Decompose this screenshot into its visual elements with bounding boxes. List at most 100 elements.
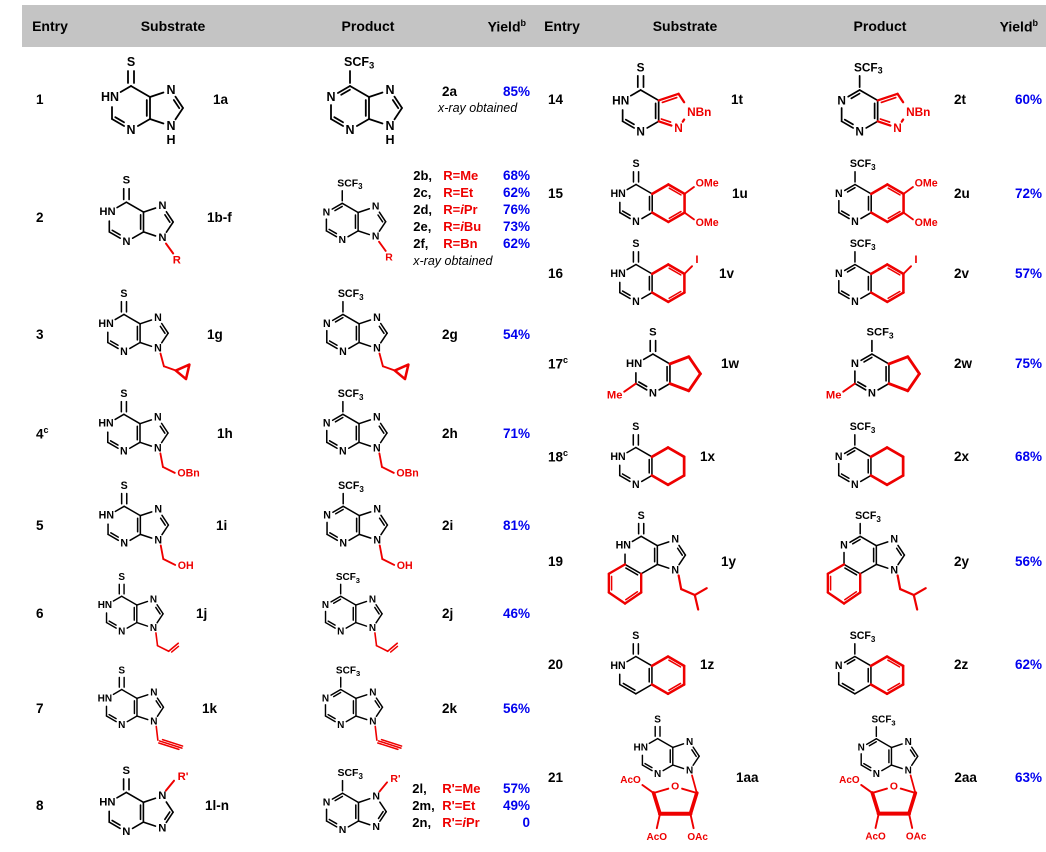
product-cell: SCF3 N N N N OH 2i 81%	[303, 474, 534, 576]
svg-text:N: N	[372, 821, 380, 833]
table-row: 6 S HN N N N 1j SCF3 N N N N 2j 46%	[22, 566, 534, 658]
product-cell: SCF3 N N Me 2w 75%	[815, 320, 1046, 406]
substituent-label: R=Bn	[443, 235, 478, 251]
svg-text:N: N	[858, 742, 865, 753]
product-structure: SCF3 N N	[835, 421, 905, 491]
substrate-cell: S HN N N N 1k	[78, 659, 303, 757]
yield-line: 2y 56%	[950, 554, 1042, 569]
yield-block: 2k 56%	[438, 701, 530, 716]
svg-text:N: N	[632, 216, 640, 228]
substrate-structure: S HN N I	[610, 238, 698, 308]
header-yield: Yieldb	[487, 17, 526, 35]
svg-text:N: N	[323, 510, 331, 522]
svg-text:N: N	[337, 719, 344, 730]
substrate-label: 1a	[213, 92, 229, 107]
substrate-structure: S HN N N N OH	[99, 480, 194, 572]
substrate-structure: S HN N N N OBn	[98, 388, 199, 480]
svg-text:H: H	[385, 133, 394, 147]
svg-text:OMe: OMe	[915, 178, 938, 190]
svg-text:OH: OH	[397, 560, 413, 572]
yield-value: 71%	[502, 425, 530, 441]
substituent-label: R'=Et	[442, 797, 476, 813]
product-code: 2l,	[412, 780, 427, 796]
substrate-cell: S HN N N N OBn 1h	[78, 382, 303, 484]
svg-text:R': R'	[178, 771, 189, 783]
svg-text:N: N	[120, 346, 128, 358]
yield-line: 2t 60%	[950, 92, 1042, 107]
svg-text:S: S	[632, 158, 639, 170]
svg-text:S: S	[120, 288, 127, 300]
svg-text:N: N	[372, 231, 380, 242]
svg-text:HN: HN	[98, 418, 113, 430]
xray-note: x-ray obtained	[438, 101, 518, 115]
substrate-cell: S HN N I 1v	[590, 232, 815, 314]
substituent-label: R'=iPr	[442, 814, 480, 830]
substrate-label: 1h	[217, 425, 233, 441]
product-label: 2h	[442, 425, 458, 441]
svg-text:Me: Me	[826, 389, 842, 401]
svg-text:N: N	[150, 716, 157, 727]
substrate-label: 1z	[700, 657, 715, 672]
substrate-cell: S HN N N N OH 1i	[78, 474, 303, 576]
product-cell: SCF3 N N 2x 68%	[815, 415, 1046, 497]
substrate-structure: S HN	[610, 630, 686, 695]
product-label: 2t	[954, 92, 967, 107]
svg-text:N: N	[632, 479, 640, 491]
substrate-structure: S HN N NBn N	[612, 60, 711, 138]
product-cell: SCF3 N N N N R' 2l, R'=Me 57% 2m, R'=Et 49% 2n, R'=iP…	[303, 758, 534, 852]
table-row: 20 S HN 1z SCF3 N 2z 62%	[534, 622, 1046, 707]
yield-line: 2d, R=iPr 76%	[413, 201, 530, 218]
svg-text:I: I	[695, 254, 698, 266]
substrate-cell: S HN N OMe OMe 1u	[590, 152, 815, 234]
yield-line: 2h 71%	[438, 426, 530, 441]
substrate-structure: S HN N OMe OMe	[610, 158, 718, 229]
substrate-label: 1g	[207, 326, 223, 342]
svg-text:HN: HN	[98, 600, 112, 611]
svg-text:N: N	[369, 623, 376, 634]
svg-text:HN: HN	[610, 451, 625, 463]
svg-text:N: N	[122, 826, 130, 838]
substrate-label: 1k	[202, 700, 218, 716]
yield-block: 2x 68%	[950, 449, 1042, 464]
svg-text:SCF3: SCF3	[850, 421, 876, 434]
svg-text:N: N	[339, 346, 347, 358]
svg-text:N: N	[323, 318, 331, 330]
yield-line: 2v 57%	[950, 266, 1042, 281]
product-label: 2g	[442, 326, 458, 342]
svg-text:N: N	[118, 719, 125, 730]
product-structure: SCF3 N N N	[826, 510, 927, 611]
yield-line: 2z 62%	[950, 657, 1042, 672]
svg-text:SCF3: SCF3	[872, 714, 896, 727]
svg-text:N: N	[851, 216, 859, 228]
yield-line: 2i 81%	[438, 518, 530, 533]
svg-text:S: S	[120, 388, 127, 400]
svg-text:OAc: OAc	[906, 831, 927, 842]
substrate-cell: S HN N N N 1g	[78, 282, 303, 386]
svg-text:SCF3: SCF3	[336, 665, 360, 678]
yield-block: 2v 57%	[950, 266, 1042, 281]
table-row: 3 S HN N N N 1g SCF3 N N N N 2g 54%	[22, 282, 534, 382]
product-label: 2k	[442, 700, 458, 716]
svg-text:AcO: AcO	[647, 832, 668, 843]
substituent-label: R=Et	[443, 184, 474, 200]
product-structure: SCF3 N N I	[835, 238, 918, 308]
product-label: 2x	[954, 448, 970, 464]
product-cell: SCF3 N N I 2v 57%	[815, 232, 1046, 314]
svg-text:HN: HN	[626, 358, 642, 370]
svg-text:NBn: NBn	[687, 105, 711, 119]
product-code: 2d,	[413, 201, 433, 217]
svg-text:H: H	[166, 133, 175, 147]
table-row: 19 S HN N N 1y SCF3 N N N 2y 56%	[534, 500, 1046, 622]
yield-line: 2j 46%	[438, 606, 530, 621]
entry-number: 7	[36, 700, 44, 716]
svg-text:SCF3: SCF3	[344, 55, 374, 71]
yield-value: 62%	[502, 184, 530, 200]
substrate-label: 1y	[721, 553, 737, 569]
svg-text:S: S	[638, 510, 645, 522]
product-cell: SCF3 N N N N O AcO AcO OAc 2aa 63%	[815, 708, 1046, 846]
svg-text:N: N	[126, 123, 135, 137]
svg-text:SCF3: SCF3	[338, 288, 364, 301]
svg-text:N: N	[373, 442, 381, 454]
svg-text:N: N	[373, 312, 381, 324]
svg-text:N: N	[369, 594, 376, 605]
